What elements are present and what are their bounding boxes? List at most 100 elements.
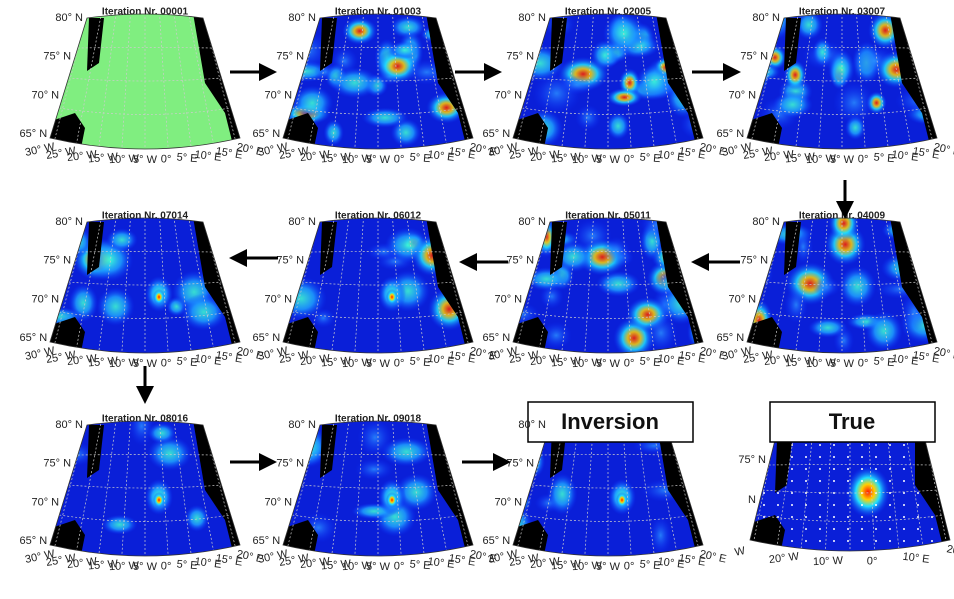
lat-label: 75° N — [276, 255, 304, 267]
station-dot — [819, 552, 821, 554]
lon-label: 0° — [623, 357, 634, 369]
anomaly-blob — [812, 277, 840, 297]
lon-label: 5° W — [830, 154, 855, 166]
lat-label: 80° N — [288, 216, 316, 228]
station-dot — [945, 468, 947, 470]
station-dot — [791, 504, 793, 506]
station-dot — [833, 516, 835, 518]
station-dot — [833, 468, 835, 470]
station-dot — [903, 456, 905, 458]
lon-label: 20° E — [946, 543, 954, 560]
station-dot — [763, 552, 765, 554]
anomaly-blob — [226, 460, 247, 500]
lat-label: 65° N — [253, 332, 281, 344]
anomaly-blob — [106, 228, 138, 251]
station-dot — [791, 540, 793, 542]
station-dot — [903, 504, 905, 506]
station-dot — [805, 456, 807, 458]
station-dot — [819, 444, 821, 446]
station-dot — [861, 552, 863, 554]
lat-label: 80° N — [55, 12, 83, 24]
station-dot — [861, 468, 863, 470]
station-dot — [903, 468, 905, 470]
anomaly-blob — [102, 515, 138, 535]
lat-label: 65° N — [253, 535, 281, 547]
lat-label: 80° N — [518, 419, 546, 431]
lat-label: 65° N — [483, 128, 511, 140]
lon-label: 0° — [393, 560, 404, 572]
panel-title: Iteration Nr. 01003 — [335, 7, 422, 18]
lat-label: 80° N — [55, 419, 83, 431]
map-field — [40, 13, 265, 158]
anomaly-blob — [547, 473, 577, 515]
lon-label: 0° — [857, 153, 868, 165]
station-dot — [819, 516, 821, 518]
lat-label: 65° N — [483, 535, 511, 547]
lon-label: 5° W — [366, 154, 391, 166]
station-dot — [875, 480, 877, 482]
station-dot — [861, 516, 863, 518]
station-dot — [819, 540, 821, 542]
station-dot — [917, 516, 919, 518]
anomaly-blob — [784, 287, 808, 324]
panel-title: Iteration Nr. 07014 — [102, 211, 189, 222]
map-field — [32, 217, 265, 362]
station-dot — [917, 528, 919, 530]
anomaly-blob — [911, 20, 942, 38]
station-dot — [791, 480, 793, 482]
station-dot — [805, 444, 807, 446]
lon-label: 0° — [623, 560, 634, 572]
station-dot — [903, 492, 905, 494]
anomaly-blob — [525, 267, 568, 291]
station-dot — [847, 456, 849, 458]
station-dot — [875, 444, 877, 446]
lat-label: 80° N — [288, 12, 316, 24]
station-dot — [805, 516, 807, 518]
lon-label: 10° W — [813, 555, 844, 568]
station-dot — [791, 456, 793, 458]
station-dot — [805, 552, 807, 554]
station-dot — [749, 480, 751, 482]
lon-label: 0° — [866, 555, 877, 567]
station-dot — [903, 480, 905, 482]
station-dot — [875, 468, 877, 470]
lon-label: 0° — [160, 153, 171, 165]
station-dot — [819, 480, 821, 482]
station-dot — [889, 504, 891, 506]
station-dot — [763, 504, 765, 506]
station-dot — [833, 480, 835, 482]
lat-label: 80° N — [288, 419, 316, 431]
station-dot — [749, 444, 751, 446]
station-dot — [819, 456, 821, 458]
station-dot — [889, 528, 891, 530]
map-field — [740, 435, 954, 560]
anomaly-core — [616, 492, 628, 508]
anomaly-blob — [185, 505, 209, 532]
station-dot — [945, 492, 947, 494]
lat-label: 70° N — [264, 293, 292, 305]
anomaly-blob — [906, 241, 954, 259]
station-dot — [833, 540, 835, 542]
map-field — [497, 11, 728, 158]
station-dot — [861, 528, 863, 530]
station-dot — [805, 540, 807, 542]
station-dot — [833, 552, 835, 554]
station-dot — [861, 480, 863, 482]
lat-label: 70° N — [31, 293, 59, 305]
lat-label: 65° N — [717, 128, 745, 140]
station-dot — [777, 504, 779, 506]
anomaly-core — [846, 466, 890, 518]
station-dot — [861, 504, 863, 506]
station-dot — [833, 444, 835, 446]
lon-label: 5° W — [596, 358, 621, 370]
station-dot — [889, 516, 891, 518]
lon-label: 5° W — [830, 358, 855, 370]
station-dot — [903, 528, 905, 530]
lat-label: 70° N — [728, 89, 756, 101]
panel-title: Iteration Nr. 00001 — [102, 7, 189, 18]
station-dot — [931, 552, 933, 554]
station-dot — [889, 552, 891, 554]
station-dot — [847, 552, 849, 554]
station-dot — [917, 504, 919, 506]
